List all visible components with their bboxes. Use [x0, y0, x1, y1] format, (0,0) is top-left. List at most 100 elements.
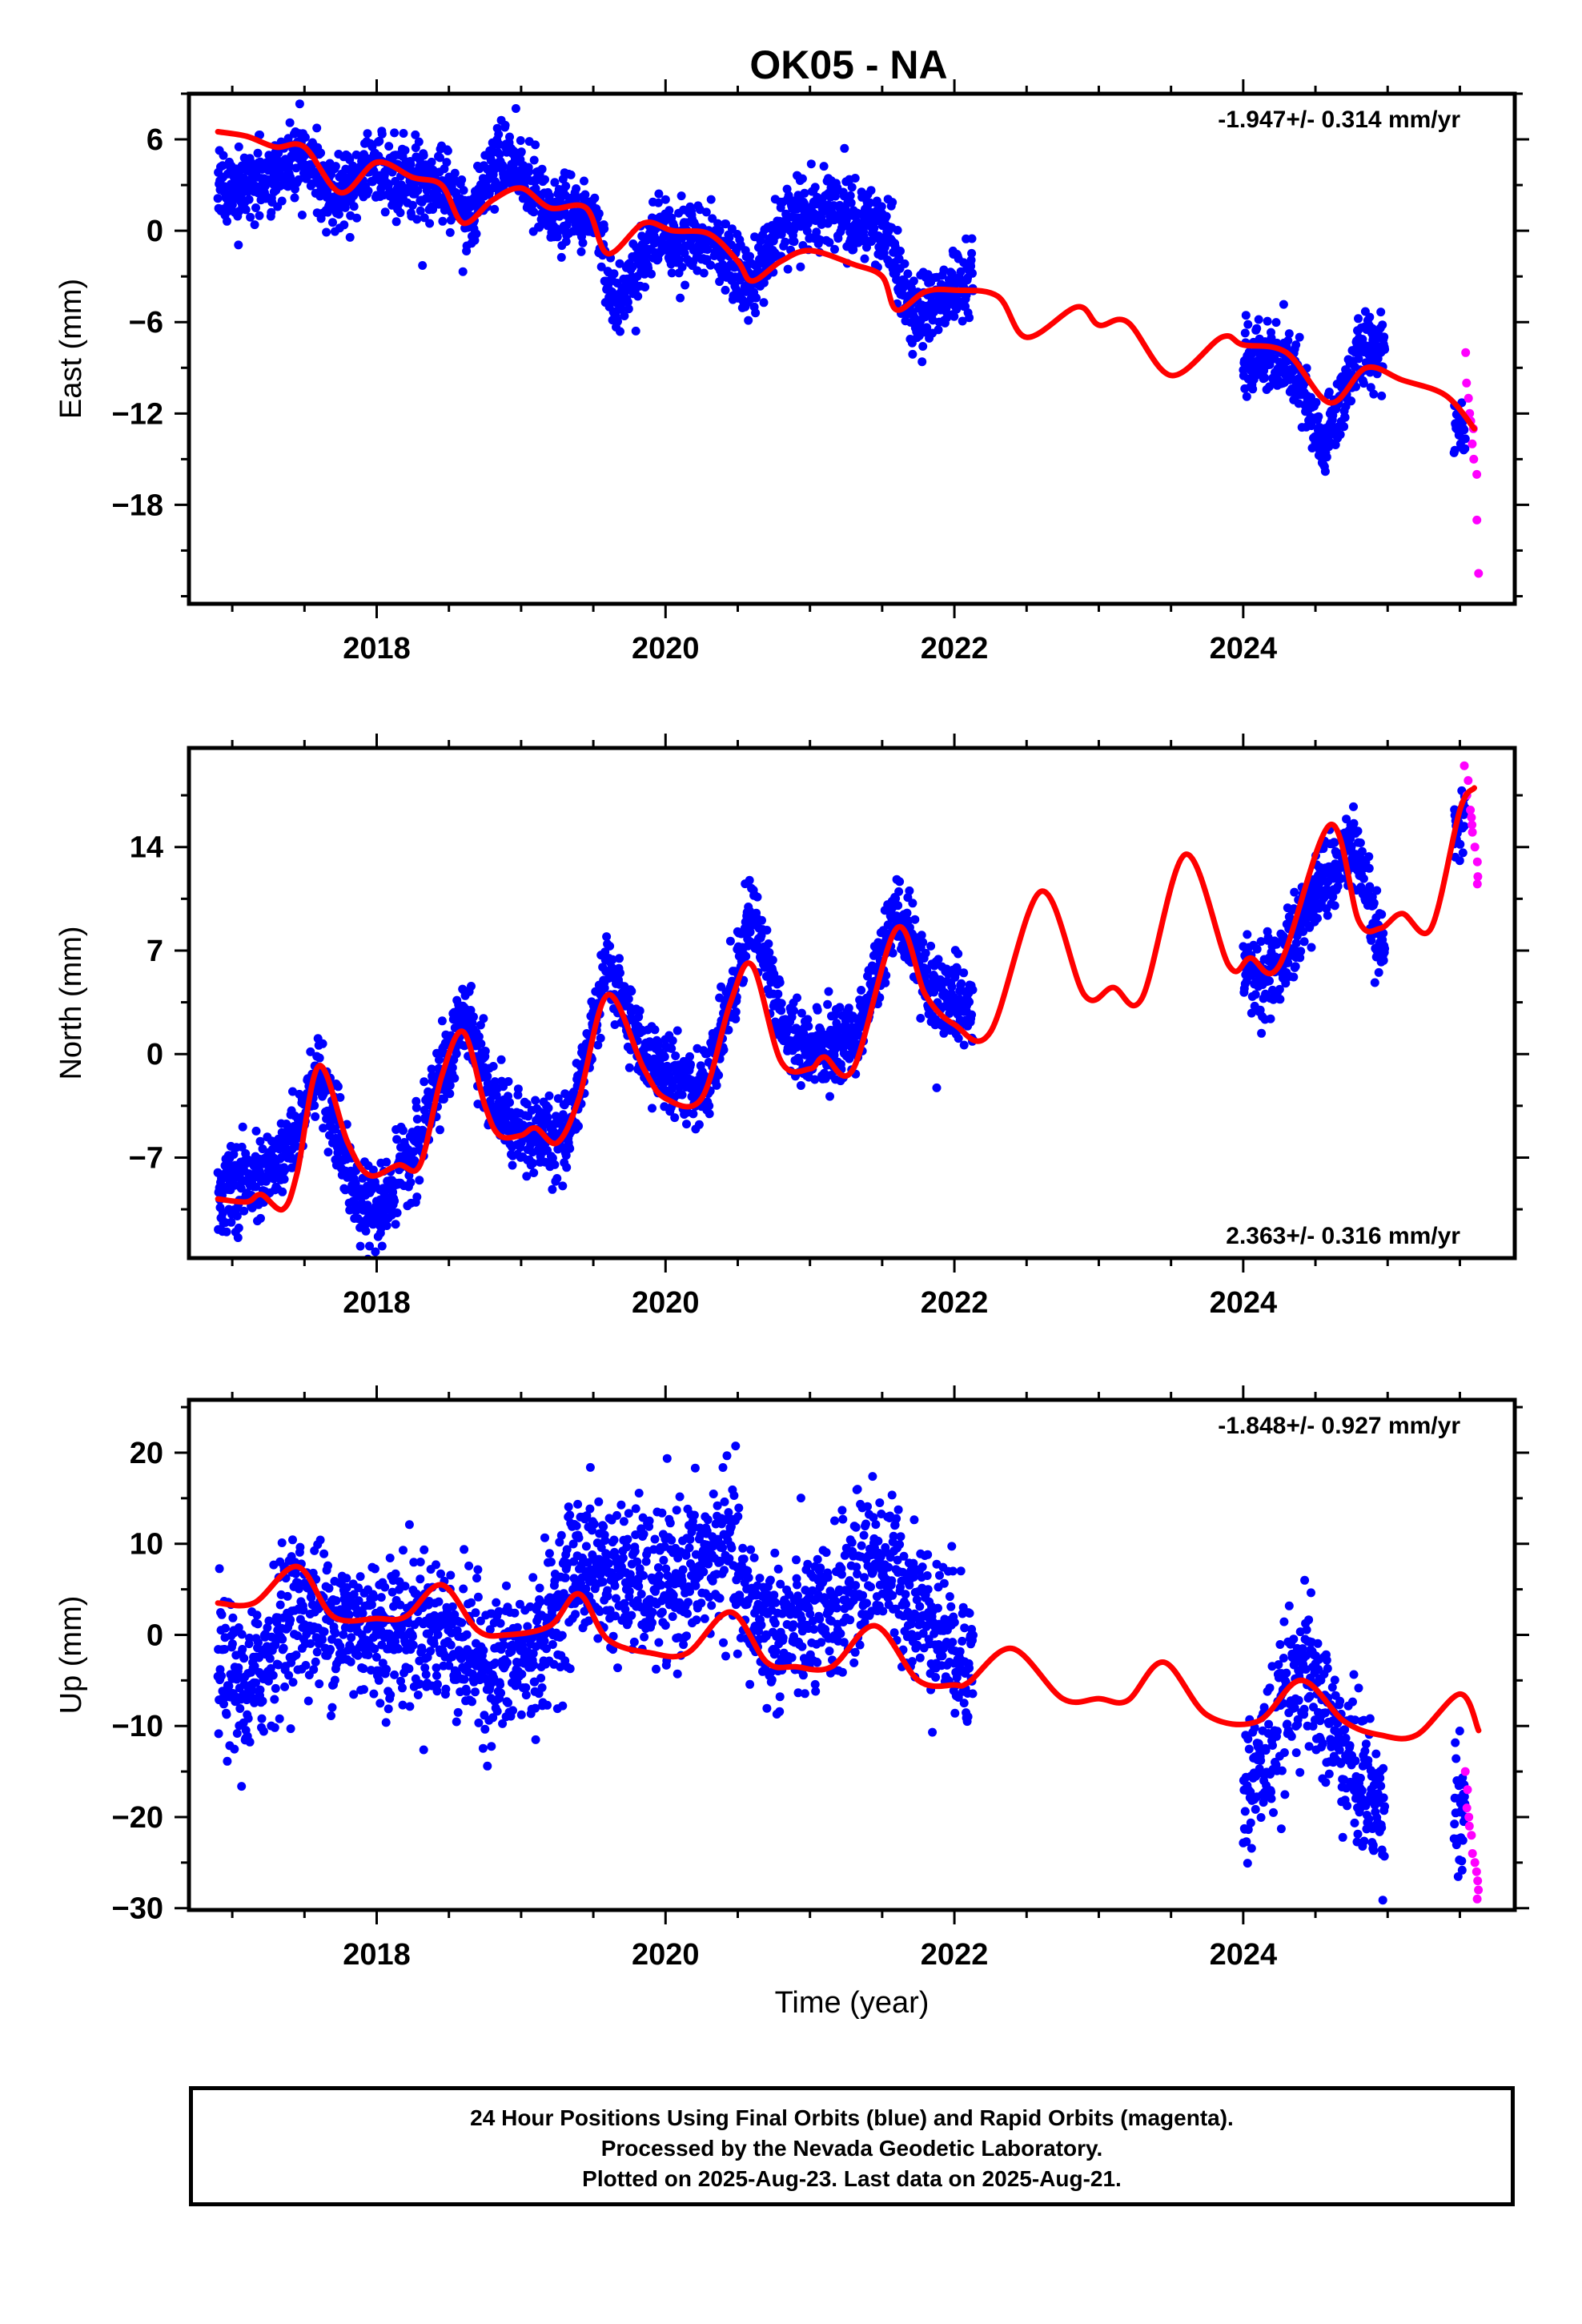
north-final-point [466, 1006, 476, 1015]
east-final-point [406, 159, 416, 169]
east-final-point [1377, 391, 1387, 400]
east-final-point [459, 186, 468, 195]
north-final-point [952, 963, 962, 973]
east-y-tick-label: −6 [129, 306, 163, 340]
north-final-point [528, 1159, 538, 1168]
north-final-point [1328, 892, 1338, 902]
north-final-point [1379, 955, 1388, 965]
north-final-point [762, 926, 772, 935]
north-final-point [916, 1014, 926, 1023]
east-final-point [1460, 425, 1469, 435]
north-final-point [967, 1010, 977, 1019]
north-final-point [319, 1124, 328, 1133]
north-final-point [427, 1064, 436, 1074]
up-final-point [222, 1710, 231, 1719]
north-rapid-point [1464, 776, 1473, 786]
east-final-point [267, 207, 276, 217]
north-final-point [668, 1036, 677, 1045]
east-final-point [294, 175, 303, 184]
east-rapid-point [1472, 515, 1482, 525]
north-final-point [957, 979, 966, 988]
north-final-point [803, 1015, 813, 1024]
east-final-point [721, 285, 730, 295]
north-final-point [731, 1014, 741, 1023]
north-final-point [1330, 901, 1339, 911]
east-final-point [334, 210, 343, 219]
north-final-point [959, 1040, 969, 1050]
east-final-point [490, 204, 500, 214]
north-final-point [474, 1032, 484, 1041]
north-final-point [531, 1096, 540, 1105]
east-final-point [600, 224, 609, 234]
north-final-point [910, 915, 920, 924]
north-final-point [1370, 978, 1379, 987]
north-final-point [382, 1221, 391, 1230]
north-final-point [508, 1160, 517, 1170]
east-final-point [339, 220, 349, 230]
east-final-point [445, 227, 455, 237]
up-final-point [253, 1619, 263, 1629]
east-final-point [250, 220, 259, 230]
up-final-point [286, 1615, 295, 1625]
north-x-tick-label: 2024 [1210, 1286, 1278, 1320]
east-final-point [391, 217, 401, 227]
up-final-point [263, 1623, 272, 1632]
east-final-point [675, 255, 685, 264]
north-final-point [891, 894, 901, 903]
east-rapid-point [1474, 569, 1484, 578]
east-plot-area [213, 99, 1484, 578]
north-final-point [391, 1220, 400, 1229]
up-final-point [268, 1671, 278, 1680]
east-final-point [677, 191, 686, 201]
east-final-point [950, 312, 959, 321]
east-final-point [1248, 384, 1258, 394]
east-final-point [1271, 318, 1281, 328]
east-frame [187, 91, 1517, 606]
north-final-point [513, 1084, 523, 1094]
north-final-point [1290, 887, 1299, 897]
north-x-tick-label: 2018 [343, 1286, 411, 1320]
north-final-point [1252, 944, 1262, 954]
north-final-point [1291, 939, 1301, 948]
north-final-point [355, 1241, 365, 1251]
north-final-point [757, 915, 766, 925]
up-final-point [228, 1613, 238, 1622]
east-final-point [458, 267, 468, 276]
north-final-point [560, 1089, 570, 1099]
east-final-point [412, 215, 422, 224]
north-final-point [902, 908, 912, 918]
north-final-point [1251, 990, 1260, 999]
east-final-point [825, 238, 834, 247]
north-final-point [705, 1101, 714, 1111]
east-y-tick-label: 0 [147, 215, 163, 248]
east-final-point [661, 195, 670, 204]
east-final-point [529, 155, 539, 165]
north-final-point [804, 1022, 813, 1031]
east-final-point [472, 229, 481, 239]
north-final-point [810, 1075, 820, 1084]
east-final-point [1460, 434, 1470, 444]
north-rapid-point [1472, 879, 1482, 889]
north-final-point [932, 1083, 942, 1092]
north-final-point [918, 938, 928, 947]
chart-title: OK05 - NA [749, 42, 947, 87]
east-final-point [903, 269, 913, 279]
north-final-point [261, 1176, 271, 1186]
up-final-point [288, 1678, 298, 1687]
east-final-point [918, 342, 928, 351]
north-final-point [371, 1247, 380, 1256]
east-final-point [516, 136, 525, 145]
north-final-point [1357, 846, 1367, 856]
north-final-point [1347, 842, 1356, 851]
north-final-point [1291, 962, 1300, 971]
east-final-point [665, 206, 674, 215]
east-final-point [967, 234, 977, 243]
east-final-point [363, 187, 373, 195]
east-final-point [300, 133, 310, 142]
east-final-point [934, 325, 943, 335]
east-final-point [1320, 467, 1330, 476]
east-final-point [847, 183, 857, 192]
